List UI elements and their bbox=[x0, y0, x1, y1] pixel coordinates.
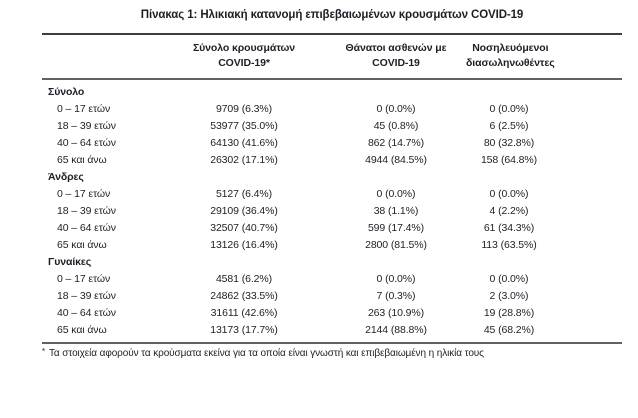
footnote: * Τα στοιχεία αφορούν τα κρούσματα εκείν… bbox=[42, 347, 622, 360]
intubated-cell: 0 (0.0%) bbox=[489, 272, 529, 285]
deaths-cell: 38 (1.1%) bbox=[373, 204, 419, 217]
table-row: 40 – 64 ετών 64130 (41.6%) 862 (14.7%) 80 (… bbox=[42, 134, 622, 151]
intubated-cell: 158 (64.8%) bbox=[480, 153, 538, 166]
header-deaths-line2: COVID-19 bbox=[372, 57, 420, 70]
table-row: 0 – 17 ετών 9709 (6.3%) 0 (0.0%) 0 (0.0%) bbox=[42, 100, 622, 117]
cases-cell: 5127 (6.4%) bbox=[215, 187, 273, 200]
header-deaths: Θάνατοι ασθενών με COVID-19 bbox=[326, 41, 466, 71]
cases-cell: 13126 (16.4%) bbox=[210, 238, 278, 251]
deaths-cell: 2144 (88.8%) bbox=[365, 323, 427, 336]
section-row: Σύνολο bbox=[42, 83, 622, 100]
age-cell: 65 και άνω bbox=[57, 153, 107, 166]
header-total-cases-line2: COVID-19* bbox=[218, 57, 270, 70]
deaths-cell: 599 (17.4%) bbox=[367, 221, 425, 234]
cases-cell: 26302 (17.1%) bbox=[210, 153, 278, 166]
table-row: 18 – 39 ετών 53977 (35.0%) 45 (0.8%) 6 (2.5… bbox=[42, 117, 622, 134]
deaths-cell: 2800 (81.5%) bbox=[365, 238, 427, 251]
cases-cell: 24862 (33.5%) bbox=[210, 289, 278, 302]
age-cell: 0 – 17 ετών bbox=[57, 272, 111, 285]
table-title: Πίνακας 1: Ηλικιακή κατανομή επιβεβαιωμέ… bbox=[140, 9, 524, 21]
cases-cell: 64130 (41.6%) bbox=[210, 136, 278, 149]
footnote-asterisk: * bbox=[42, 347, 46, 357]
table-body: Σύνολο 0 – 17 ετών 9709 (6.3%) 0 (0.0%) 0 (0… bbox=[42, 80, 622, 345]
header-total-cases: Σύνολο κρουσμάτων COVID-19* bbox=[162, 41, 326, 71]
section-row: Γυναίκες bbox=[42, 253, 622, 270]
table-row: 0 – 17 ετών 4581 (6.2%) 0 (0.0%) 0 (0.0%) bbox=[42, 270, 622, 287]
intubated-cell: 0 (0.0%) bbox=[489, 102, 529, 115]
intubated-cell: 80 (32.8%) bbox=[483, 136, 535, 149]
deaths-cell: 7 (0.3%) bbox=[376, 289, 416, 302]
intubated-cell: 45 (68.2%) bbox=[483, 323, 535, 336]
table-row: 0 – 17 ετών 5127 (6.4%) 0 (0.0%) 0 (0.0%) bbox=[42, 185, 622, 202]
cases-cell: 9709 (6.3%) bbox=[215, 102, 273, 115]
age-cell: 65 και άνω bbox=[57, 323, 107, 336]
header-total-cases-line1: Σύνολο κρουσμάτων bbox=[192, 42, 296, 54]
header-intubated-line1: Νοσηλευόμενοι bbox=[472, 42, 549, 54]
intubated-cell: 61 (34.3%) bbox=[483, 221, 535, 234]
age-cell: 40 – 64 ετών bbox=[57, 221, 116, 234]
section-label: Σύνολο bbox=[48, 85, 85, 98]
age-cell: 18 – 39 ετών bbox=[57, 289, 116, 302]
intubated-cell: 4 (2.2%) bbox=[489, 204, 529, 217]
cases-cell: 31611 (42.6%) bbox=[210, 306, 278, 319]
header-intubated-line2: διασωληνωθέντες bbox=[466, 57, 555, 70]
table-row: 40 – 64 ετών 31611 (42.6%) 263 (10.9%) 19 (… bbox=[42, 304, 622, 321]
age-cell: 18 – 39 ετών bbox=[57, 119, 116, 132]
cases-cell: 29109 (36.4%) bbox=[210, 204, 278, 217]
covid-age-table: Σύνολο κρουσμάτων COVID-19* Θάνατοι ασθε… bbox=[42, 33, 625, 345]
cases-cell: 4581 (6.2%) bbox=[215, 272, 273, 285]
intubated-cell: 2 (3.0%) bbox=[489, 289, 529, 302]
age-cell: 0 – 17 ετών bbox=[57, 187, 111, 200]
table-row: 65 και άνω 26302 (17.1%) 4944 (84.5%) 158 (… bbox=[42, 151, 622, 168]
section-row: Άνδρες bbox=[42, 168, 622, 185]
table-row: 40 – 64 ετών 32507 (40.7%) 599 (17.4%) 61 (… bbox=[42, 219, 622, 236]
deaths-cell: 862 (14.7%) bbox=[367, 136, 425, 149]
cases-cell: 53977 (35.0%) bbox=[210, 119, 278, 132]
age-cell: 40 – 64 ετών bbox=[57, 306, 116, 319]
intubated-cell: 113 (63.5%) bbox=[481, 238, 537, 251]
age-cell: 0 – 17 ετών bbox=[57, 102, 111, 115]
intubated-cell: 0 (0.0%) bbox=[489, 187, 529, 200]
deaths-cell: 0 (0.0%) bbox=[376, 272, 416, 285]
intubated-cell: 6 (2.5%) bbox=[489, 119, 529, 132]
header-age-group-spacer bbox=[42, 41, 162, 71]
deaths-cell: 0 (0.0%) bbox=[376, 102, 416, 115]
table-header-row: Σύνολο κρουσμάτων COVID-19* Θάνατοι ασθε… bbox=[42, 33, 625, 81]
age-cell: 18 – 39 ετών bbox=[57, 204, 116, 217]
header-deaths-line1: Θάνατοι ασθενών με bbox=[345, 42, 447, 54]
cases-cell: 13173 (17.7%) bbox=[210, 323, 278, 336]
header-intubated: Νοσηλευόμενοι διασωληνωθέντες bbox=[466, 41, 625, 71]
deaths-cell: 0 (0.0%) bbox=[376, 187, 416, 200]
age-cell: 40 – 64 ετών bbox=[57, 136, 116, 149]
deaths-cell: 45 (0.8%) bbox=[373, 119, 419, 132]
section-label: Άνδρες bbox=[48, 170, 84, 183]
table-row: 18 – 39 ετών 29109 (36.4%) 38 (1.1%) 4 (2.2… bbox=[42, 202, 622, 219]
section-label: Γυναίκες bbox=[48, 255, 92, 268]
table-row: 65 και άνω 13126 (16.4%) 2800 (81.5%) 113 (… bbox=[42, 236, 622, 253]
footnote-text: Τα στοιχεία αφορούν τα κρούσματα εκείνα … bbox=[49, 348, 484, 360]
deaths-cell: 263 (10.9%) bbox=[367, 306, 425, 319]
table-row: 65 και άνω 13173 (17.7%) 2144 (88.8%) 45 (6… bbox=[42, 321, 622, 338]
table-row: 18 – 39 ετών 24862 (33.5%) 7 (0.3%) 2 (3.0%… bbox=[42, 287, 622, 304]
intubated-cell: 19 (28.8%) bbox=[483, 306, 535, 319]
cases-cell: 32507 (40.7%) bbox=[210, 221, 278, 234]
deaths-cell: 4944 (84.5%) bbox=[365, 153, 427, 166]
age-cell: 65 και άνω bbox=[57, 238, 107, 251]
